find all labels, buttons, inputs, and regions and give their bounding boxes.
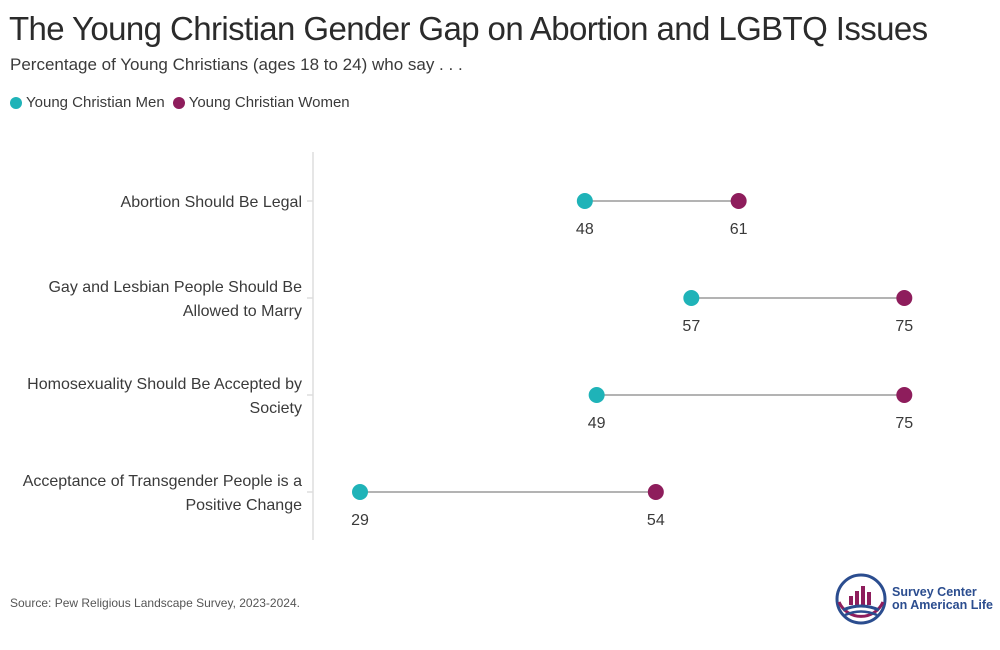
women-value-label: 54	[647, 512, 665, 529]
logo-line-1: Survey Center	[892, 585, 977, 599]
category-label: Allowed to Marry	[183, 303, 302, 320]
legend-swatch-men	[10, 96, 22, 109]
women-value-label: 75	[895, 318, 913, 335]
legend-label-men: Young Christian Men	[26, 94, 165, 111]
women-point	[647, 484, 664, 500]
survey-center-logo: Survey Center on American Life	[834, 572, 993, 626]
men-point	[683, 290, 700, 306]
women-point	[730, 193, 747, 209]
men-value-label: 29	[351, 512, 369, 529]
category-label: Gay and Lesbian People Should Be	[48, 279, 302, 296]
women-point	[896, 290, 913, 306]
legend-item-men: Young Christian Men	[10, 94, 165, 111]
women-value-label: 75	[895, 415, 913, 432]
dumbbell-chart: Abortion Should Be Legal 48 61 Gay and Lesb…	[23, 152, 913, 540]
men-value-label: 48	[576, 221, 594, 238]
logo-emblem-icon	[835, 573, 887, 625]
legend: Young Christian Men Young Christian Wome…	[10, 94, 358, 111]
men-value-label: 57	[682, 318, 700, 335]
women-value-label: 61	[730, 221, 748, 238]
legend-item-women: Young Christian Women	[172, 94, 350, 111]
category-label: Positive Change	[185, 497, 302, 514]
chart-subtitle: Percentage of Young Christians (ages 18 …	[10, 55, 463, 74]
women-point	[896, 387, 913, 403]
category-label: Acceptance of Transgender People is a	[23, 473, 302, 490]
logo-line-2: on American Life	[892, 598, 993, 612]
men-value-label: 49	[588, 415, 606, 432]
source-note: Source: Pew Religious Landscape Survey, …	[10, 596, 300, 610]
legend-label-women: Young Christian Women	[188, 94, 350, 111]
chart-title: The Young Christian Gender Gap on Aborti…	[9, 10, 928, 47]
category-label: Homosexuality Should Be Accepted by	[27, 376, 302, 393]
men-point	[576, 193, 593, 209]
men-point	[352, 484, 368, 500]
category-label: Society	[250, 400, 302, 417]
men-point	[588, 387, 605, 403]
category-label: Abortion Should Be Legal	[121, 194, 302, 211]
legend-swatch-women	[172, 96, 185, 109]
